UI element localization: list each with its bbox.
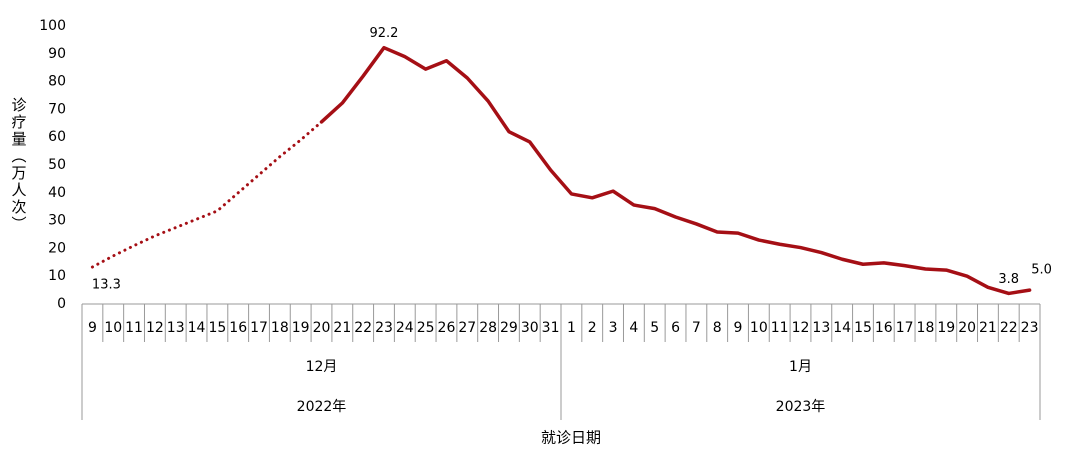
x-tick-label: 11 xyxy=(771,320,789,336)
x-tick-label: 16 xyxy=(229,320,247,336)
x-tick-label: 30 xyxy=(521,320,539,336)
y-tick-label: 100 xyxy=(39,18,66,34)
x-tick-label: 13 xyxy=(167,320,185,336)
x-tick-label: 26 xyxy=(438,320,456,336)
x-tick-label: 9 xyxy=(734,320,743,336)
line-series xyxy=(90,120,323,269)
x-tick-label: 13 xyxy=(812,320,830,336)
x-tick-label: 3 xyxy=(609,320,618,336)
month-label: 1月 xyxy=(789,359,812,375)
x-tick-label: 23 xyxy=(1021,320,1039,336)
x-tick-label: 18 xyxy=(917,320,935,336)
x-axis-label: 就诊日期 xyxy=(541,429,601,447)
data-label: 92.2 xyxy=(370,26,399,41)
x-tick-label: 18 xyxy=(271,320,289,336)
year-label: 2023年 xyxy=(776,399,826,415)
y-tick-label: 20 xyxy=(48,240,66,256)
x-tick-label: 1 xyxy=(567,320,576,336)
x-tick-label: 23 xyxy=(375,320,393,336)
x-tick-label: 25 xyxy=(417,320,435,336)
x-tick-label: 14 xyxy=(833,320,851,336)
y-tick-label: 80 xyxy=(48,74,66,90)
x-tick-label: 7 xyxy=(692,320,701,336)
y-tick-label: 50 xyxy=(48,157,66,173)
year-label: 2022年 xyxy=(297,399,347,415)
x-tick-label: 8 xyxy=(713,320,722,336)
x-tick-label: 6 xyxy=(671,320,680,336)
x-tick-label: 10 xyxy=(104,320,122,336)
x-tick-label: 22 xyxy=(354,320,372,336)
x-tick-label: 2 xyxy=(588,320,597,336)
x-tick-label: 15 xyxy=(854,320,872,336)
x-tick-label: 24 xyxy=(396,320,414,336)
x-tick-label: 28 xyxy=(479,320,497,336)
x-tick-label: 14 xyxy=(188,320,206,336)
x-tick-label: 17 xyxy=(896,320,914,336)
data-label: 13.3 xyxy=(92,278,121,293)
x-tick-label: 27 xyxy=(458,320,476,336)
x-tick-label: 12 xyxy=(792,320,810,336)
x-tick-label: 22 xyxy=(1000,320,1018,336)
x-tick-label: 21 xyxy=(333,320,351,336)
y-tick-label: 10 xyxy=(48,268,66,284)
x-tick-label: 29 xyxy=(500,320,518,336)
x-tick-label: 9 xyxy=(88,320,97,336)
x-tick-label: 11 xyxy=(125,320,143,336)
y-tick-label: 30 xyxy=(48,213,66,229)
y-tick-label: 70 xyxy=(48,101,66,117)
x-tick-label: 16 xyxy=(875,320,893,336)
x-tick-label: 19 xyxy=(292,320,310,336)
x-tick-label: 31 xyxy=(542,320,560,336)
x-tick-label: 15 xyxy=(208,320,226,336)
x-tick-label: 5 xyxy=(650,320,659,336)
x-tick-label: 4 xyxy=(629,320,638,336)
y-tick-label: 40 xyxy=(48,185,66,201)
x-tick-label: 21 xyxy=(979,320,997,336)
y-tick-label: 60 xyxy=(48,129,66,145)
data-label: 5.0 xyxy=(1031,263,1052,278)
x-tick-label: 17 xyxy=(250,320,268,336)
line-series xyxy=(319,45,1032,296)
y-tick-label: 90 xyxy=(48,46,66,62)
x-tick-label: 20 xyxy=(313,320,331,336)
x-tick-label: 19 xyxy=(937,320,955,336)
x-tick-label: 12 xyxy=(146,320,164,336)
data-label: 3.8 xyxy=(998,272,1019,287)
month-label: 12月 xyxy=(306,359,338,375)
x-tick-label: 20 xyxy=(958,320,976,336)
y-tick-label: 0 xyxy=(57,296,66,312)
y-axis-label: 诊疗量（万人次） xyxy=(10,97,28,233)
x-tick-label: 10 xyxy=(750,320,768,336)
